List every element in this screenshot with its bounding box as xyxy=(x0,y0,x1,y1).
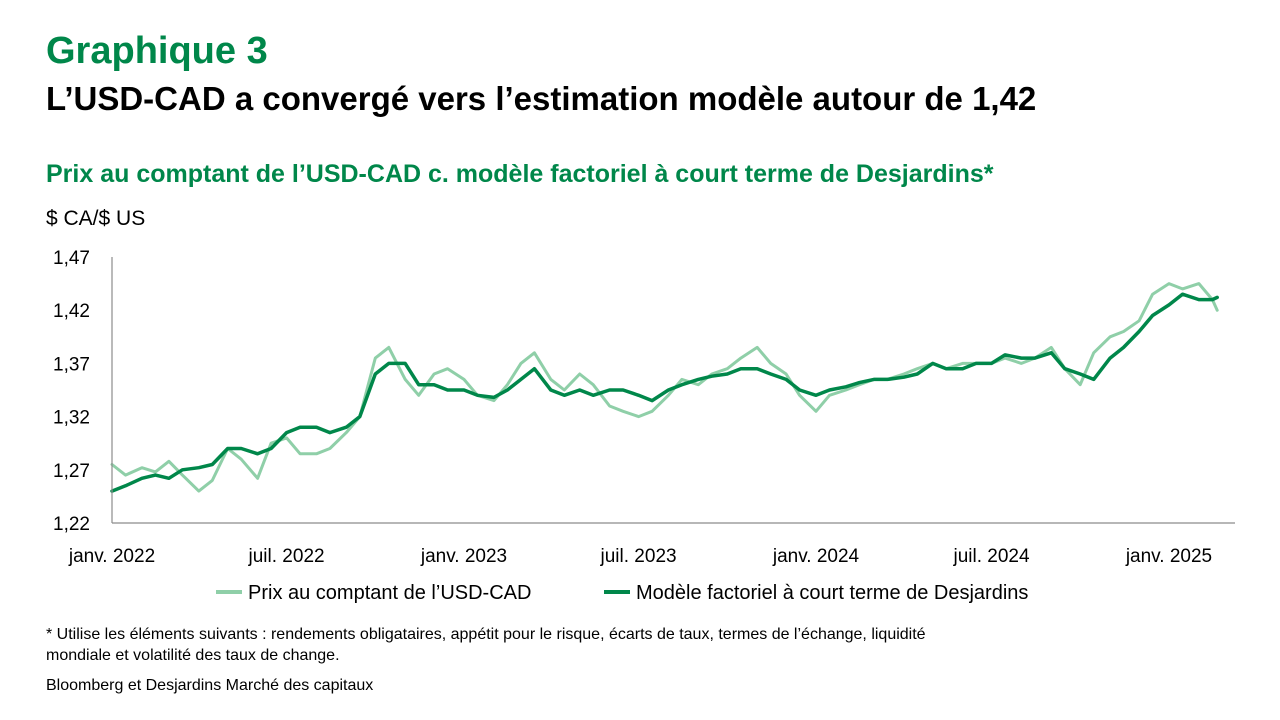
footnote: * Utilise les éléments suivants : rendem… xyxy=(46,626,926,664)
y-tick-label: 1,32 xyxy=(53,408,90,429)
y-tick-label: 1,27 xyxy=(53,461,90,482)
y-tick-label: 1,37 xyxy=(53,354,90,375)
x-tick-labels: janv. 2022 juil. 2022 janv. 2023 juil. 2023… xyxy=(68,546,1212,567)
x-tick-label: janv. 2023 xyxy=(420,546,507,567)
legend-label: Modèle factoriel à court terme de Desjar… xyxy=(636,582,1028,604)
x-tick-label: janv. 2025 xyxy=(1125,546,1212,567)
y-tick-label: 1,42 xyxy=(53,301,90,322)
x-tick-label: juil. 2023 xyxy=(600,546,677,567)
y-tick-label: 1,47 xyxy=(53,248,90,269)
x-tick-label: juil. 2022 xyxy=(248,546,325,567)
y-tick-labels: 1,22 1,27 1,32 1,37 1,42 1,47 xyxy=(53,248,90,535)
legend-label: Prix au comptant de l’USD-CAD xyxy=(248,582,531,604)
chart-title: Prix au comptant de l’USD-CAD c. modèle … xyxy=(46,160,994,188)
series-line-spot-price xyxy=(110,282,1219,493)
chart-kicker: Graphique 3 xyxy=(46,30,268,72)
series-layer xyxy=(110,282,1219,493)
x-tick-label: janv. 2022 xyxy=(68,546,155,567)
y-tick-label: 1,22 xyxy=(53,514,90,535)
line-chart: 1,22 1,27 1,32 1,37 1,42 1,47 janv. 2022 juil.… xyxy=(53,248,1235,604)
y-axis-unit-label: $ CA/$ US xyxy=(46,207,146,230)
source-note: Bloomberg et Desjardins Marché des capit… xyxy=(46,677,374,694)
x-tick-label: juil. 2024 xyxy=(952,546,1029,567)
series-line-factor-model xyxy=(110,292,1219,493)
legend: Prix au comptant de l’USD-CAD Modèle fact… xyxy=(216,582,1028,604)
axes-layer xyxy=(111,257,1235,524)
chart-headline: L’USD-CAD a convergé vers l’estimation m… xyxy=(46,80,1037,117)
x-tick-label: janv. 2024 xyxy=(772,546,860,567)
